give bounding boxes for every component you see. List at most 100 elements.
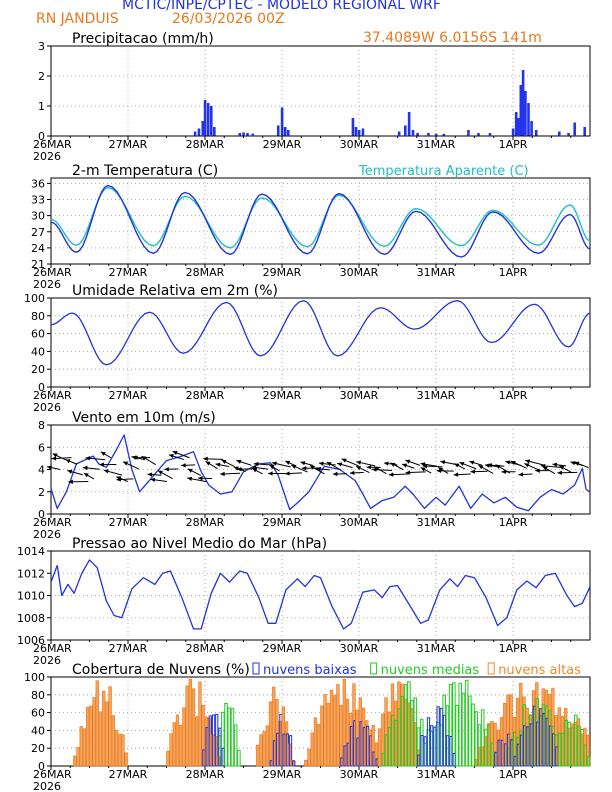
x-tick-label: 28MAR xyxy=(186,516,225,529)
x-tick-label: 26MAR xyxy=(33,138,72,151)
x-year-label: 2026 xyxy=(33,150,61,163)
wind-vector-head xyxy=(478,465,484,470)
y-tick-label: 60 xyxy=(31,328,45,341)
wind-vector-head xyxy=(374,466,380,471)
cloud-bar-high xyxy=(256,744,260,767)
x-tick-label: 26MAR xyxy=(33,642,72,655)
cloud-bar-high xyxy=(329,689,334,767)
y-tick-label: 100 xyxy=(24,671,45,684)
x-year-label: 2026 xyxy=(33,528,61,541)
cloud-bar-high xyxy=(377,728,382,767)
wind-vector-head xyxy=(237,466,242,472)
wind-vector-head xyxy=(221,459,227,464)
cloud-bar-low xyxy=(449,736,453,767)
rh-title: Umidade Relativa em 2m (%) xyxy=(72,283,278,299)
precip-bar xyxy=(519,85,523,136)
wind-vector-head xyxy=(332,471,338,477)
precip-bar xyxy=(434,133,438,136)
wind-vector-head xyxy=(251,465,257,470)
precip-bar xyxy=(238,133,242,136)
y-tick-label: 3 xyxy=(38,40,45,53)
wind-vector-head xyxy=(557,470,562,475)
wind-vector-head xyxy=(51,456,57,461)
cloud-bar-high xyxy=(166,750,170,767)
x-tick-label: 1APR xyxy=(499,266,528,279)
cloud-bar-high xyxy=(121,734,125,767)
run-datetime: 26/03/2026 00Z xyxy=(172,11,285,27)
cloud-bar-high xyxy=(73,755,77,767)
cloud-bar-high xyxy=(268,701,273,767)
cloud-bar-high xyxy=(114,729,119,767)
wind-vector-head xyxy=(236,459,242,464)
x-tick-label: 26MAR xyxy=(33,516,72,529)
wind-vector-head xyxy=(356,466,362,471)
precip-bar xyxy=(209,106,213,136)
precip-bar xyxy=(583,127,587,136)
x-tick-label: 27MAR xyxy=(109,516,148,529)
y-tick-label: 0 xyxy=(38,130,45,143)
x-tick-label: 26MAR xyxy=(33,768,72,781)
wind-vector-head xyxy=(540,463,546,469)
chart-title: MCTIC/INPE/CPTEC - MODELO REGIONAL WRF xyxy=(122,0,441,13)
x-tick-label: 31MAR xyxy=(417,516,456,529)
x-tick-label: 29MAR xyxy=(263,516,302,529)
pressure-line xyxy=(50,559,591,630)
cloud-bar-low xyxy=(433,726,437,767)
cloud-bar-high xyxy=(108,686,112,767)
precip-bar xyxy=(442,133,446,136)
cloud-bar-mid xyxy=(474,711,479,767)
x-tick-label: 28MAR xyxy=(186,642,225,655)
cloud-bar-high xyxy=(79,726,83,767)
wind-vector-head xyxy=(272,461,277,466)
precip-bar xyxy=(407,112,411,136)
precip-bar xyxy=(567,133,570,136)
precip-bar xyxy=(276,125,280,136)
precip-bar xyxy=(280,107,284,136)
x-tick-label: 30MAR xyxy=(340,642,379,655)
x-tick-label: 31MAR xyxy=(417,768,456,781)
cloud-bar-low xyxy=(221,747,225,767)
x-tick-label: 28MAR xyxy=(186,138,225,151)
wind-vector-head xyxy=(187,468,193,473)
x-tick-label: 29MAR xyxy=(263,389,302,402)
wind-vector-head xyxy=(525,459,531,464)
x-tick-label: 28MAR xyxy=(186,768,225,781)
wind-vector-head xyxy=(390,462,396,467)
wind-vector-head xyxy=(220,471,225,477)
wind-vector-head xyxy=(495,464,501,469)
cloud-bar-high xyxy=(310,732,314,767)
wind-vector-head xyxy=(405,470,411,475)
cloud-bar-high xyxy=(191,688,196,767)
cloud-legend-swatch xyxy=(252,662,260,675)
cloud-bar-high xyxy=(265,725,269,767)
wind-vector-head xyxy=(349,470,355,476)
x-tick-label: 28MAR xyxy=(186,389,225,402)
wind-vector-head xyxy=(366,465,372,470)
precip-bar xyxy=(203,100,207,136)
cloud-bar-high xyxy=(323,694,327,767)
cloud-bar-high xyxy=(124,752,128,767)
pressure-title: Pressao ao Nivel Medio do Mar (hPa) xyxy=(72,536,327,552)
x-tick-label: 29MAR xyxy=(263,138,302,151)
precip-bar xyxy=(558,131,561,136)
wind-vector-head xyxy=(67,469,73,474)
x-tick-label: 27MAR xyxy=(109,266,148,279)
cloud-bar-high xyxy=(102,690,106,767)
cloud-legend-swatch xyxy=(370,662,378,675)
wind-vector-head xyxy=(150,477,156,483)
wind-vector-head xyxy=(301,465,307,471)
cloud-legend-label: nuvens baixas xyxy=(263,663,357,678)
precip-bar xyxy=(242,132,245,136)
wind-speed-line xyxy=(50,434,591,512)
cloud-legend-swatch xyxy=(487,662,495,675)
temp-series-line xyxy=(50,184,591,258)
x-tick-label: 1APR xyxy=(499,768,528,781)
precip-bar xyxy=(530,121,533,136)
x-tick-label: 30MAR xyxy=(340,266,379,279)
y-tick-label: 80 xyxy=(31,689,45,702)
wind-vector-head xyxy=(116,477,121,482)
clouds-title: Cobertura de Nuvens (%) xyxy=(72,662,250,678)
cloud-bar-mid xyxy=(458,682,463,767)
precip-bar xyxy=(404,125,407,136)
precip-bar xyxy=(283,127,287,136)
